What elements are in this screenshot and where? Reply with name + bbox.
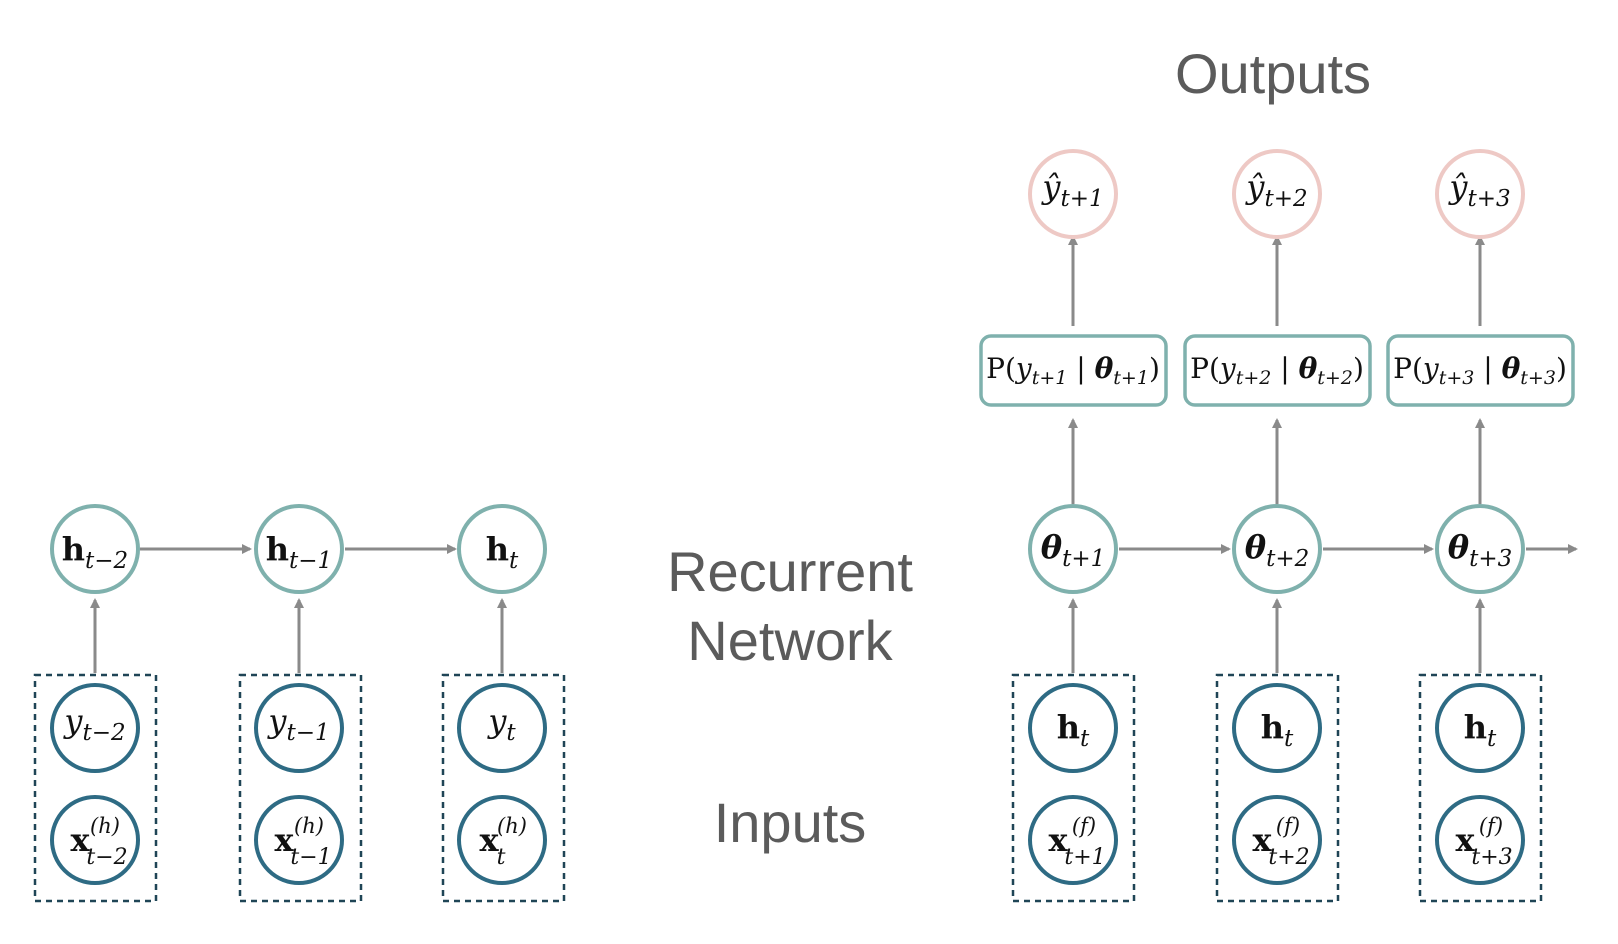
output-node-t+1: ŷt+1 [1028,149,1118,239]
input-y-node-t-2: yt−2 [50,683,140,773]
svg-text:ht: ht [486,530,519,574]
svg-text:yt−1: yt−1 [266,702,329,746]
input-xf-node-t+3: x (f) t+3 [1435,795,1525,885]
svg-text:x: x [479,821,499,859]
decoder-input-h-node-1: ht [1028,683,1118,773]
input-xh-node-t: x (h) t [457,795,547,885]
svg-text:t−2: t−2 [86,845,127,870]
theta-node-t+1: θt+1 [1028,504,1118,594]
decoder-input-h-node-2: ht [1232,683,1322,773]
input-xh-node-t-2: x (h) t−2 [50,795,140,885]
input-y-node-t-1: yt−1 [254,683,344,773]
svg-text:t+1: t+1 [1064,845,1105,870]
svg-text:ht: ht [1261,708,1294,752]
svg-text:(f): (f) [1479,814,1503,838]
svg-text:x: x [70,821,90,859]
decoder-input-group-3 [1418,673,1543,903]
input-xf-node-t+1: x (f) t+1 [1028,795,1118,885]
distribution-box-t+3: P(yt+3 | θt+3) [1386,334,1575,407]
network-label: Network [687,609,893,672]
input-y-node-t: yt [457,683,547,773]
theta-node-t+2: θt+2 [1232,504,1322,594]
decoder-input-group-2 [1215,673,1340,903]
svg-text:ht: ht [1464,708,1497,752]
svg-text:(f): (f) [1276,814,1300,838]
hidden-node-t: ht [457,504,547,594]
inputs-label: Inputs [714,791,867,854]
decoder-section: ŷt+1 ŷt+2 ŷt+3 P(yt+1 | θt+1) P(yt+2 | [979,149,1578,903]
outputs-label: Outputs [1175,42,1371,105]
svg-text:(f): (f) [1072,814,1096,838]
svg-text:P(yt+2 | θt+2): P(yt+2 | θt+2) [1190,352,1364,389]
svg-text:P(yt+3 | θt+3): P(yt+3 | θt+3) [1393,352,1567,389]
input-xh-node-t-1: x (h) t−1 [254,795,344,885]
svg-text:ŷt+2: ŷt+2 [1244,168,1307,212]
decoder-input-group-1 [1011,673,1136,903]
svg-text:x: x [1048,821,1068,859]
svg-text:x: x [1455,821,1475,859]
svg-text:(h): (h) [90,814,120,838]
svg-text:t+3: t+3 [1471,845,1512,870]
svg-text:θt+1: θt+1 [1041,528,1106,572]
svg-text:θt+3: θt+3 [1448,528,1513,572]
distribution-box-t+2: P(yt+2 | θt+2) [1183,334,1372,407]
svg-text:ht−2: ht−2 [62,530,128,574]
svg-text:ŷt+1: ŷt+1 [1040,168,1103,212]
svg-text:P(yt+1 | θt+1): P(yt+1 | θt+1) [986,352,1160,389]
input-xf-node-t+2: x (f) t+2 [1232,795,1322,885]
hidden-node-t-2: ht−2 [50,504,140,594]
svg-text:(h): (h) [497,814,527,838]
svg-text:t+2: t+2 [1268,845,1309,870]
encoder-input-group-3 [441,673,566,903]
svg-text:ht: ht [1057,708,1090,752]
svg-text:(h): (h) [294,814,324,838]
svg-text:yt: yt [486,702,516,746]
hidden-node-t-1: ht−1 [254,504,344,594]
distribution-box-t+1: P(yt+1 | θt+1) [979,334,1168,407]
encoder-input-group-1 [33,673,158,903]
encoder-input-group-2 [238,673,363,903]
svg-text:ŷt+3: ŷt+3 [1447,168,1510,212]
theta-node-t+3: θt+3 [1435,504,1525,594]
svg-text:t−1: t−1 [290,845,331,870]
svg-text:x: x [1252,821,1272,859]
svg-text:t: t [497,845,506,870]
output-node-t+2: ŷt+2 [1232,149,1322,239]
decoder-input-h-node-3: ht [1435,683,1525,773]
output-node-t+3: ŷt+3 [1435,149,1525,239]
svg-text:θt+2: θt+2 [1245,528,1310,572]
svg-text:yt−2: yt−2 [62,702,125,746]
recurrent-label: Recurrent [667,540,913,603]
svg-text:x: x [274,821,294,859]
svg-text:ht−1: ht−1 [266,530,332,574]
encoder-section: ht−2 ht−1 ht yt−2 yt−1 [33,504,566,903]
